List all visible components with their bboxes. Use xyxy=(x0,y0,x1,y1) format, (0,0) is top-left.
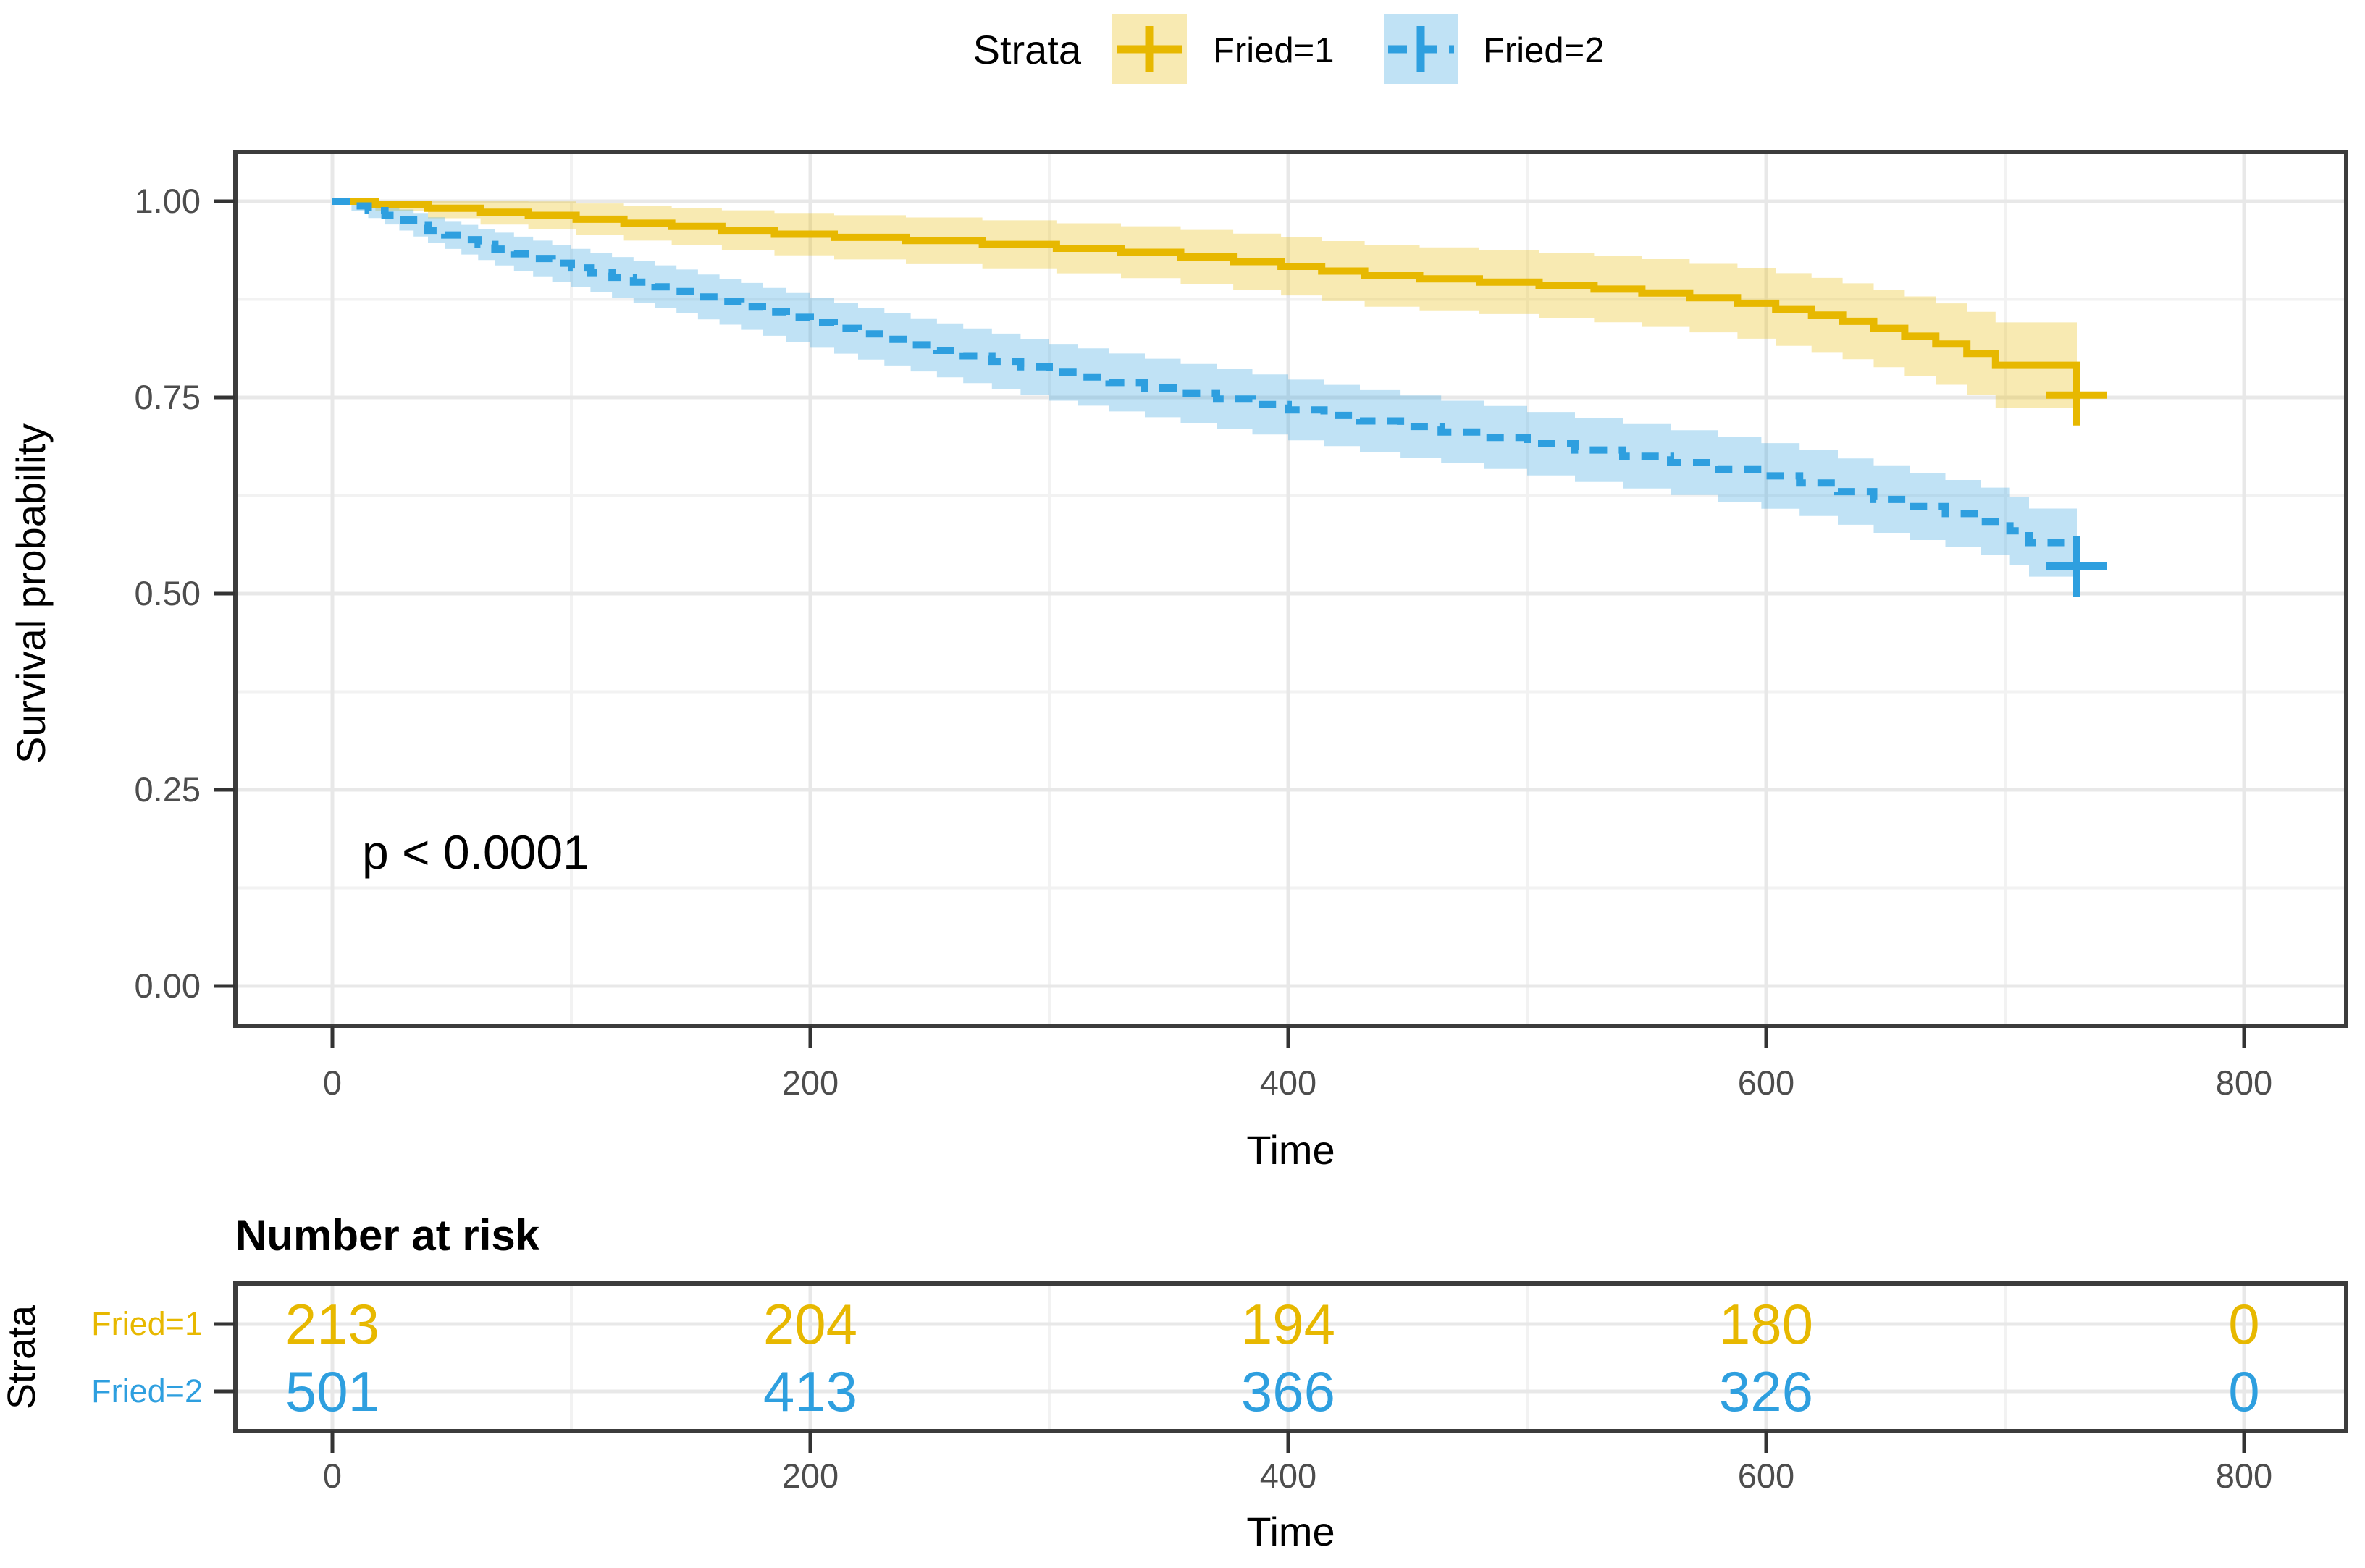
risk-row-label: Fried=1 xyxy=(91,1305,203,1342)
risk-value: 501 xyxy=(285,1360,379,1423)
risk-value: 413 xyxy=(763,1360,857,1423)
x-axis-title: Time xyxy=(1246,1127,1335,1173)
risk-value: 326 xyxy=(1719,1360,1813,1423)
y-tick-label: 0.00 xyxy=(135,966,201,1005)
ci-band-fried-1 xyxy=(332,201,2077,441)
risk-table: Number at risk Fried=1 213 204 194 180 0 Fried=… xyxy=(0,1211,2348,1554)
main-axis-labels: 1.00 0.75 0.50 0.25 0.00 0 200 400 600 800 Time Sur… xyxy=(8,182,2272,1173)
risk-value: 366 xyxy=(1241,1360,1335,1423)
x-tick-label: 600 xyxy=(1738,1063,1794,1102)
risk-x-tick-label: 400 xyxy=(1260,1457,1316,1495)
risk-value: 180 xyxy=(1719,1292,1813,1356)
censor-plus-icon xyxy=(2046,364,2107,426)
risk-value: 204 xyxy=(763,1292,857,1356)
risk-x-tick-label: 200 xyxy=(782,1457,839,1495)
pvalue-annotation: p < 0.0001 xyxy=(362,825,589,879)
legend-item-label: Fried=1 xyxy=(1213,31,1335,70)
y-tick-label: 0.75 xyxy=(135,378,201,416)
risk-x-tick-label: 600 xyxy=(1738,1457,1794,1495)
x-tick-label: 200 xyxy=(782,1063,839,1102)
risk-value: 194 xyxy=(1241,1292,1335,1356)
risk-x-axis-title: Time xyxy=(1246,1509,1335,1554)
risk-strata-axis-title: Strata xyxy=(0,1304,43,1409)
ci-band-fried-2 xyxy=(332,201,2077,601)
risk-table-title: Number at risk xyxy=(235,1211,540,1260)
x-tick-label: 400 xyxy=(1260,1063,1316,1102)
x-tick-label: 0 xyxy=(323,1063,342,1102)
censor-plus-icon xyxy=(2046,536,2107,597)
main-panel-border xyxy=(233,150,2348,1028)
survival-curves xyxy=(332,198,2107,597)
risk-table-border xyxy=(233,1281,2348,1433)
x-tick-label: 800 xyxy=(2216,1063,2272,1102)
risk-value: 213 xyxy=(285,1292,379,1356)
risk-x-tick-label: 0 xyxy=(323,1457,342,1495)
risk-value: 0 xyxy=(2228,1360,2259,1423)
risk-x-tick-label: 800 xyxy=(2216,1457,2272,1495)
y-tick-label: 0.50 xyxy=(135,574,201,612)
risk-row-label: Fried=2 xyxy=(91,1373,203,1409)
legend-title: Strata xyxy=(973,27,1082,72)
legend-item-label: Fried=2 xyxy=(1483,31,1605,70)
confidence-bands xyxy=(332,201,2077,601)
main-grid xyxy=(235,152,2346,1026)
y-axis-title: Survival probability xyxy=(8,423,54,764)
survival-curve-fried-2 xyxy=(332,198,2080,567)
survival-curve-fried-1 xyxy=(332,198,2080,395)
legend: Strata Fried=1 Fried=2 xyxy=(973,14,1605,84)
y-tick-label: 1.00 xyxy=(135,182,201,220)
main-axis-ticks xyxy=(214,199,2246,1048)
y-tick-label: 0.25 xyxy=(135,770,201,809)
risk-value: 0 xyxy=(2228,1292,2259,1356)
